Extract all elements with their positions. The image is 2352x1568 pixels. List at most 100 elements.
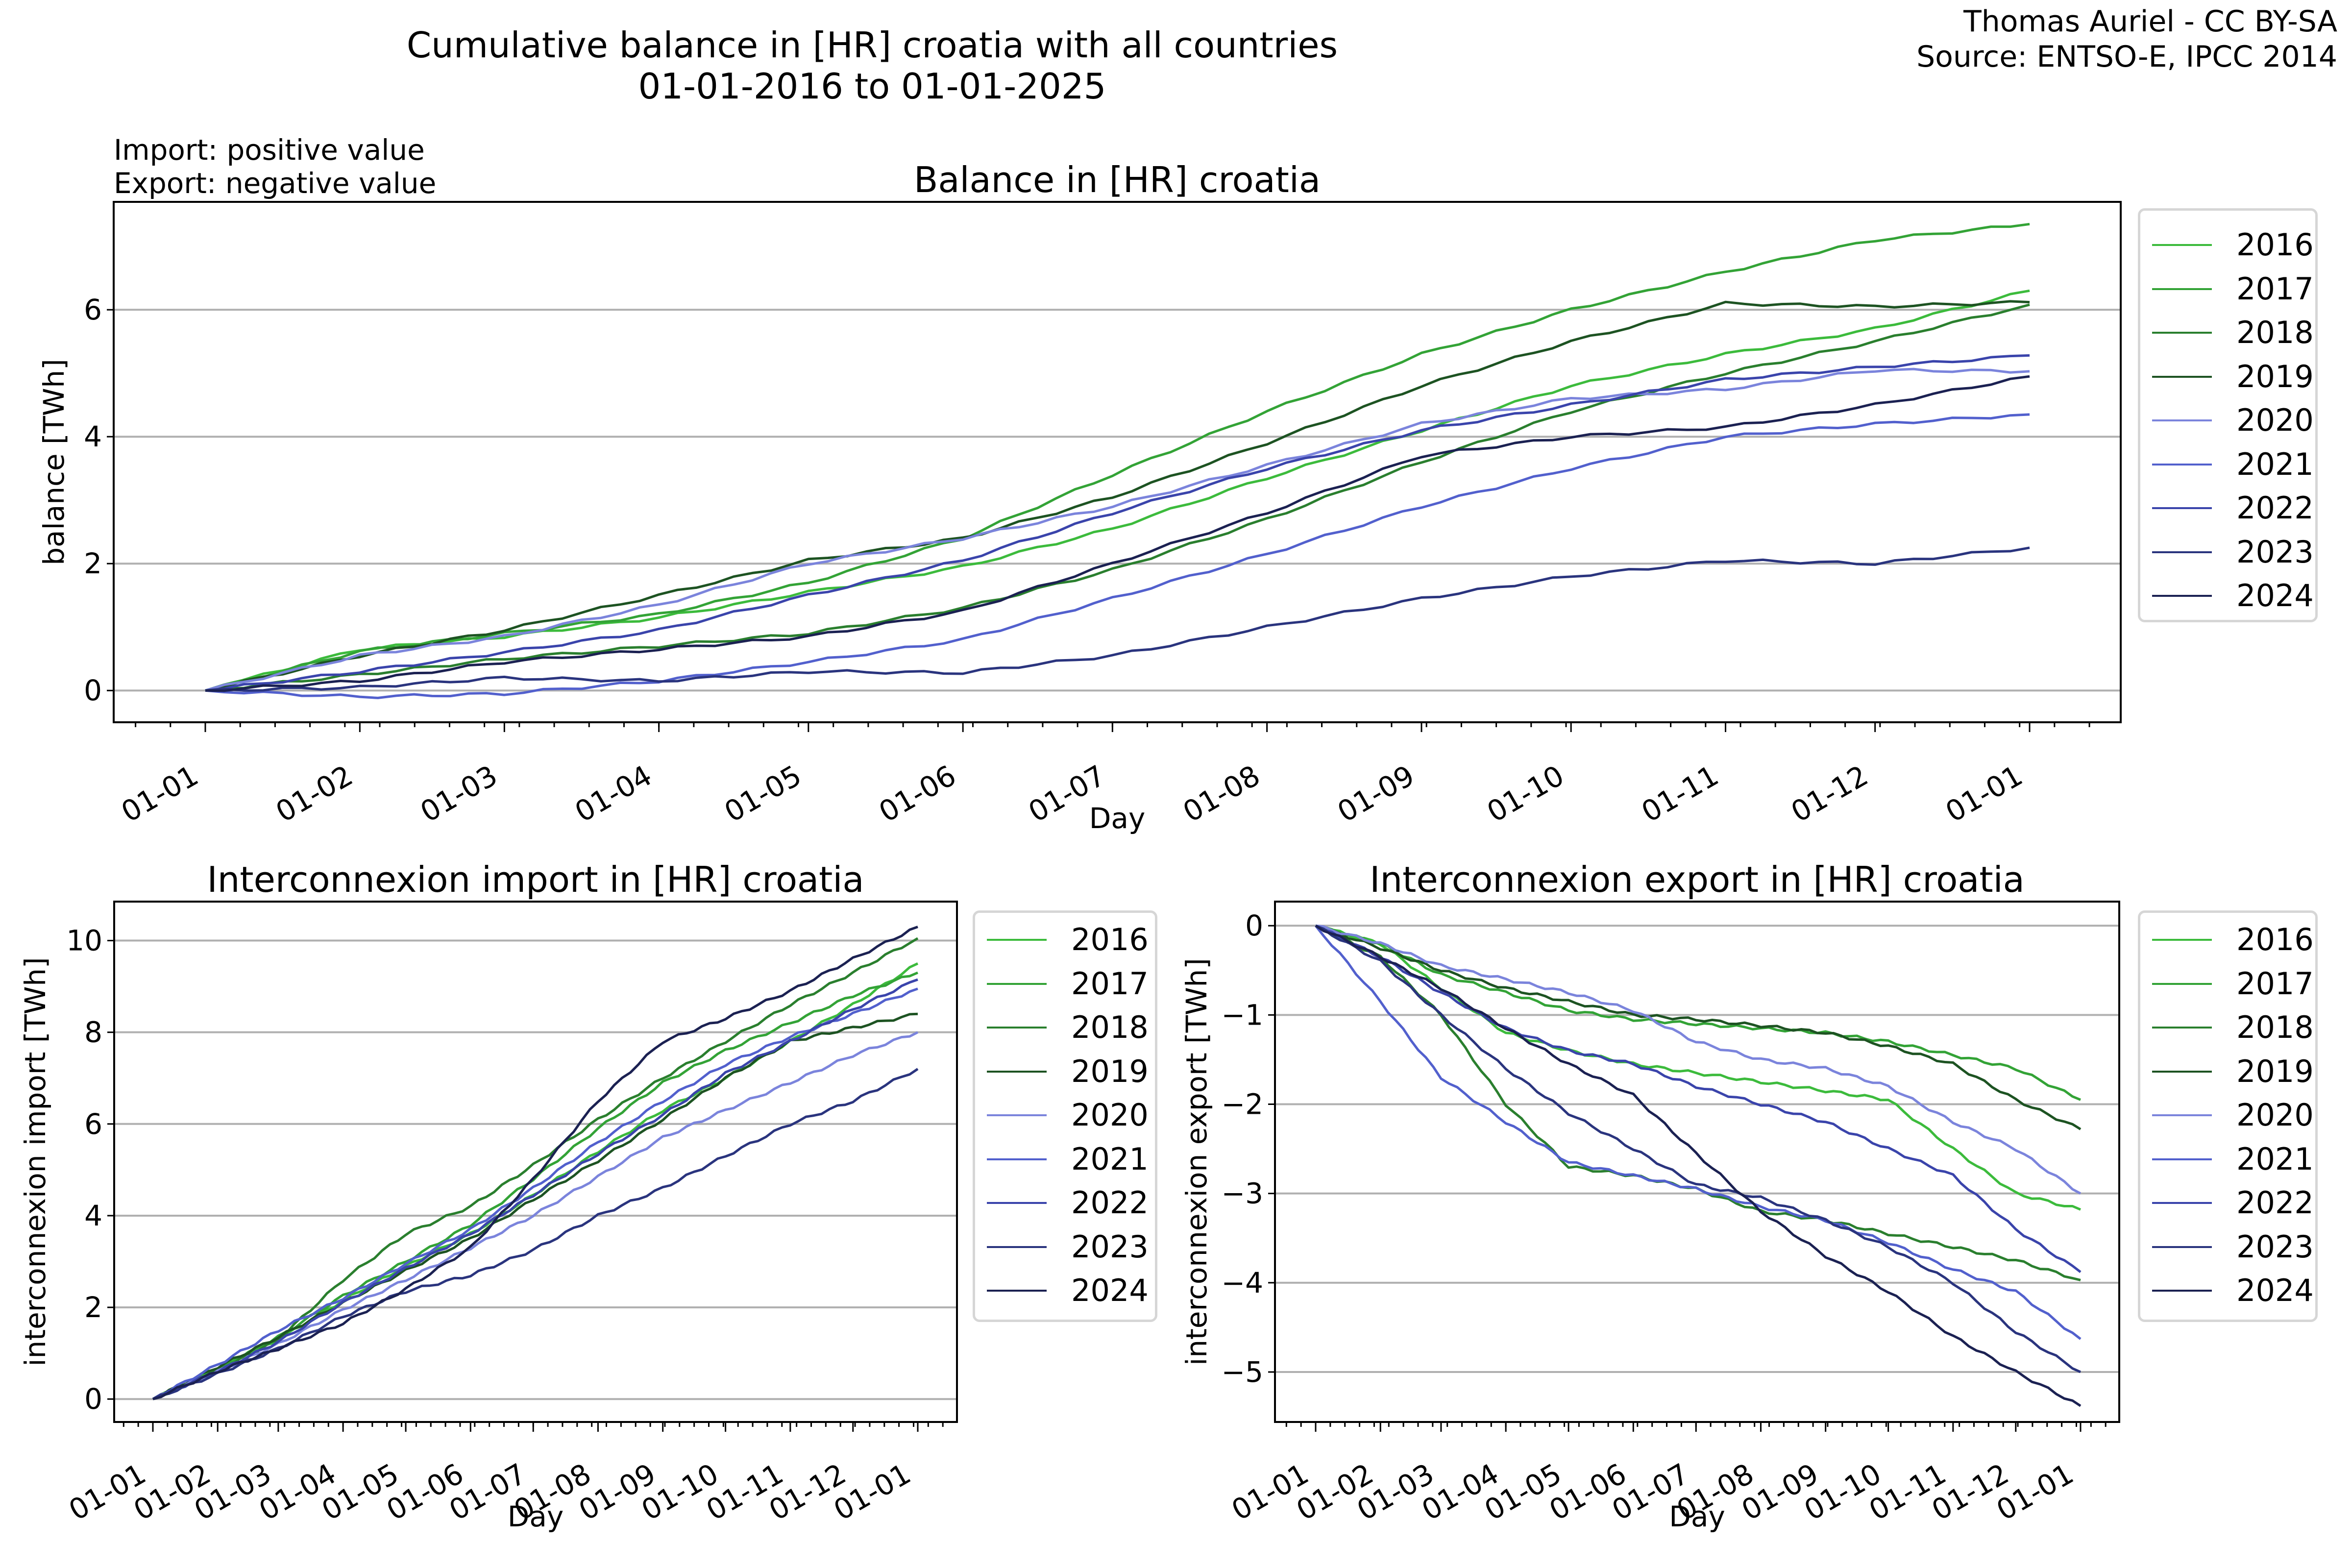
y-tick-label: 2 bbox=[84, 547, 102, 580]
x-tick-label: 01-01 bbox=[116, 759, 204, 829]
x-tick-label: 01-04 bbox=[569, 759, 658, 829]
series-line-2022 bbox=[205, 354, 2030, 692]
legend-item-2019: 2019 bbox=[2140, 1052, 2315, 1091]
legend-swatch bbox=[2152, 1158, 2212, 1160]
legend-label: 2021 bbox=[1071, 1141, 1149, 1177]
legend-label: 2020 bbox=[1071, 1097, 1149, 1133]
legend-label: 2016 bbox=[2236, 227, 2314, 263]
x-axis-label: Day bbox=[1669, 1500, 1725, 1533]
legend-swatch bbox=[2152, 939, 2212, 941]
y-tick-label: 0 bbox=[1245, 909, 1263, 942]
balance-legend: 2016 2017 2018 2019 2020 2021 2022 2023 2024 bbox=[2138, 208, 2318, 622]
series-line-2018 bbox=[205, 303, 2030, 692]
attribution-source: Source: ENTSO-E, IPCC 2014 bbox=[1916, 40, 2337, 74]
legend-label: 2018 bbox=[1071, 1009, 1149, 1045]
legend-item-2019: 2019 bbox=[2140, 357, 2315, 396]
series-line-2019 bbox=[1315, 924, 2082, 1130]
legend-item-2020: 2020 bbox=[2140, 401, 2315, 440]
series-line-2017 bbox=[152, 971, 918, 1400]
legend-item-2017: 2017 bbox=[2140, 964, 2315, 1004]
attribution-author: Thomas Auriel - CC BY-SA bbox=[1963, 4, 2337, 39]
legend-swatch bbox=[987, 1070, 1047, 1073]
x-tick-label: 01-11 bbox=[1636, 759, 1724, 829]
legend-label: 2021 bbox=[2236, 446, 2314, 482]
legend-item-2022: 2022 bbox=[975, 1183, 1155, 1223]
series-line-2023 bbox=[1315, 924, 2082, 1373]
legend-swatch bbox=[987, 1158, 1047, 1160]
series-line-2017 bbox=[1315, 924, 2081, 1101]
legend-item-2016: 2016 bbox=[975, 920, 1155, 959]
legend-item-2022: 2022 bbox=[2140, 1183, 2315, 1223]
legend-item-2023: 2023 bbox=[975, 1227, 1155, 1267]
legend-swatch bbox=[2152, 595, 2212, 597]
legend-item-2023: 2023 bbox=[2140, 533, 2315, 572]
legend-item-2019: 2019 bbox=[975, 1052, 1155, 1091]
legend-swatch bbox=[2152, 1290, 2212, 1292]
x-axis-label: Day bbox=[508, 1500, 564, 1533]
y-axis-label: balance [TWh] bbox=[37, 359, 71, 565]
legend-swatch bbox=[2152, 551, 2212, 553]
y-tick-label: 0 bbox=[84, 1382, 102, 1416]
legend-label: 2016 bbox=[1071, 922, 1149, 957]
series-line-2016 bbox=[205, 289, 2030, 692]
axes-frame bbox=[113, 201, 2122, 723]
series-line-2022 bbox=[152, 978, 918, 1400]
legend-item-2022: 2022 bbox=[2140, 489, 2315, 528]
series-line-2024 bbox=[1315, 925, 2082, 1407]
x-tick-label: 01-10 bbox=[1481, 759, 1569, 829]
series-line-2024 bbox=[205, 375, 2030, 692]
legend-swatch bbox=[987, 939, 1047, 941]
y-tick-label: −5 bbox=[1222, 1355, 1264, 1389]
legend-label: 2018 bbox=[2236, 315, 2314, 350]
legend-item-2020: 2020 bbox=[2140, 1096, 2315, 1135]
note-export: Export: negative value bbox=[114, 167, 437, 200]
legend-label: 2024 bbox=[2236, 1273, 2314, 1308]
legend-swatch bbox=[987, 1114, 1047, 1116]
series-line-2021 bbox=[152, 987, 918, 1400]
axes-frame bbox=[113, 901, 958, 1423]
legend-swatch bbox=[2152, 1070, 2212, 1073]
series-line-2023 bbox=[152, 1068, 919, 1400]
series-line-2024 bbox=[152, 926, 918, 1400]
x-tick-label: 01-01 bbox=[1940, 759, 2028, 829]
y-axis-label: interconnexion export [TWh] bbox=[1180, 958, 1213, 1366]
y-tick-label: 8 bbox=[84, 1016, 102, 1049]
y-tick-label: −4 bbox=[1222, 1266, 1264, 1299]
legend-swatch bbox=[2152, 375, 2212, 378]
figure-suptitle: Cumulative balance in [HR] croatia with … bbox=[0, 24, 1744, 107]
legend-label: 2021 bbox=[2236, 1141, 2314, 1177]
legend-label: 2019 bbox=[2236, 1053, 2314, 1089]
x-tick-label: 01-12 bbox=[1786, 759, 1874, 829]
legend-label: 2018 bbox=[2236, 1009, 2314, 1045]
y-tick-label: 6 bbox=[84, 293, 102, 326]
legend-swatch bbox=[2152, 1027, 2212, 1029]
axes-frame bbox=[1274, 901, 2120, 1423]
legend-swatch bbox=[987, 1290, 1047, 1292]
legend-item-2018: 2018 bbox=[2140, 313, 2315, 352]
legend-item-2017: 2017 bbox=[975, 964, 1155, 1004]
y-tick-label: 2 bbox=[84, 1291, 102, 1324]
plot-area bbox=[114, 202, 2121, 722]
series-line-2023 bbox=[205, 546, 2030, 692]
series-line-2021 bbox=[205, 413, 2030, 699]
x-tick-label: 01-02 bbox=[270, 759, 358, 829]
legend-swatch bbox=[2152, 982, 2212, 985]
x-tick-label: 01-01 bbox=[1991, 1457, 2079, 1527]
sign-convention-note: Import: positive value Export: negative … bbox=[114, 133, 436, 200]
y-tick-label: −3 bbox=[1222, 1177, 1264, 1210]
chart-title: Interconnexion export in [HR] croatia bbox=[1370, 859, 2025, 900]
legend-label: 2016 bbox=[2236, 922, 2314, 957]
legend-label: 2020 bbox=[2236, 1097, 2314, 1133]
legend-item-2024: 2024 bbox=[975, 1271, 1155, 1310]
import-chart: 024681001-0101-0201-0301-0401-0501-0601-… bbox=[19, 859, 958, 1533]
legend-item-2021: 2021 bbox=[975, 1140, 1155, 1179]
legend-item-2021: 2021 bbox=[2140, 445, 2315, 484]
legend-label: 2023 bbox=[1071, 1228, 1149, 1265]
legend-label: 2017 bbox=[2236, 270, 2314, 307]
legend-item-2016: 2016 bbox=[2140, 225, 2315, 265]
legend-swatch bbox=[2152, 419, 2212, 421]
legend-label: 2023 bbox=[2236, 1228, 2314, 1265]
y-tick-label: 4 bbox=[84, 420, 102, 453]
